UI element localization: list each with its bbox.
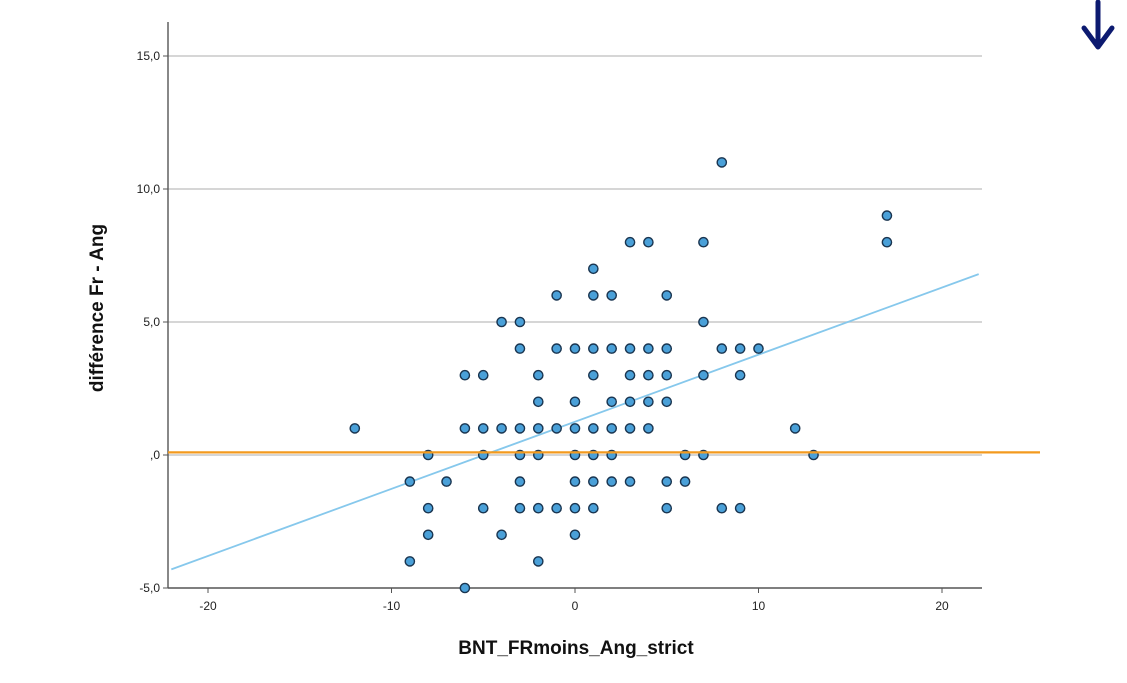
data-point — [441, 476, 452, 487]
y-axis-title: différence Fr - Ang — [87, 224, 108, 392]
x-tick-label: 10 — [752, 599, 766, 613]
data-point — [477, 369, 489, 381]
data-point — [698, 369, 709, 381]
data-point — [422, 502, 434, 514]
data-point — [551, 423, 562, 434]
data-point — [624, 236, 636, 248]
tick-labels: -5,0 ,0 5,0 10,0 15,0 -20 -10 0 10 20 — [137, 49, 949, 613]
data-point — [624, 396, 636, 408]
data-point — [698, 236, 709, 248]
data-point — [477, 423, 489, 434]
y-tick-label: 10,0 — [137, 182, 161, 196]
data-point — [477, 502, 489, 514]
x-tick-label: 20 — [935, 599, 949, 613]
data-point — [679, 476, 691, 487]
data-point — [496, 316, 507, 328]
data-point — [551, 502, 562, 514]
x-axis-title: BNT_FRmoins_Ang_strict — [458, 638, 694, 659]
data-point — [661, 502, 673, 514]
data-point — [624, 343, 636, 354]
y-tick-label: -5,0 — [139, 581, 160, 595]
data-point — [514, 476, 526, 487]
data-point — [661, 343, 673, 354]
data-point — [533, 423, 544, 434]
data-point — [551, 290, 562, 301]
data-point — [533, 369, 544, 381]
data-point — [661, 369, 673, 381]
grid-lines — [168, 55, 982, 456]
data-point — [533, 396, 544, 408]
data-point — [734, 502, 746, 514]
down-arrow-icon — [1081, 0, 1115, 50]
fit-line — [170, 273, 980, 571]
data-point — [734, 369, 746, 381]
data-point — [569, 423, 581, 434]
data-point — [661, 476, 673, 487]
data-point — [643, 343, 654, 354]
data-point — [404, 476, 416, 487]
x-tick-label: -10 — [383, 599, 401, 613]
data-point — [422, 529, 434, 541]
data-point — [404, 556, 416, 567]
data-point — [514, 502, 526, 514]
data-point — [349, 423, 361, 434]
data-point — [533, 502, 544, 514]
data-point — [514, 343, 526, 354]
data-point — [643, 369, 654, 381]
axes — [163, 22, 982, 593]
data-point — [606, 423, 618, 434]
data-point — [496, 529, 507, 541]
data-point — [588, 476, 599, 487]
data-point — [606, 290, 618, 301]
y-tick-label: ,0 — [150, 448, 160, 462]
data-point — [716, 343, 728, 354]
data-point — [606, 396, 618, 408]
data-point — [643, 423, 654, 434]
data-point — [569, 396, 581, 408]
data-point — [624, 476, 636, 487]
data-point — [459, 369, 471, 381]
data-point — [514, 316, 526, 328]
data-point — [789, 423, 801, 434]
data-point — [514, 423, 526, 434]
data-point — [661, 396, 673, 408]
data-point — [643, 236, 654, 248]
data-point — [569, 343, 581, 354]
y-tick-label: 15,0 — [137, 49, 161, 63]
data-point — [588, 502, 599, 514]
data-point — [624, 423, 636, 434]
data-point — [716, 502, 728, 514]
x-tick-label: 0 — [572, 599, 579, 613]
data-point — [698, 316, 709, 328]
data-point — [881, 236, 893, 248]
data-point — [588, 290, 599, 301]
data-point — [716, 157, 728, 168]
data-point — [606, 476, 618, 487]
data-points — [168, 157, 1040, 594]
data-point — [569, 502, 581, 514]
data-point — [734, 343, 746, 354]
data-point — [753, 343, 764, 354]
data-point — [569, 476, 581, 487]
data-point — [496, 423, 507, 434]
data-point — [551, 343, 562, 354]
lines — [170, 273, 980, 571]
x-tick-label: -20 — [199, 599, 217, 613]
data-point — [459, 423, 471, 434]
data-point — [588, 263, 599, 275]
arrow-head — [1081, 25, 1115, 50]
y-tick-label: 5,0 — [143, 315, 160, 329]
data-point — [643, 396, 654, 408]
data-point — [588, 343, 599, 354]
data-point — [624, 369, 636, 381]
data-point — [569, 529, 581, 541]
data-point — [533, 556, 544, 567]
data-point — [588, 423, 599, 434]
data-point — [459, 582, 471, 594]
data-point — [661, 290, 673, 301]
data-point — [881, 210, 893, 221]
data-point — [606, 343, 618, 354]
data-point — [588, 369, 599, 381]
